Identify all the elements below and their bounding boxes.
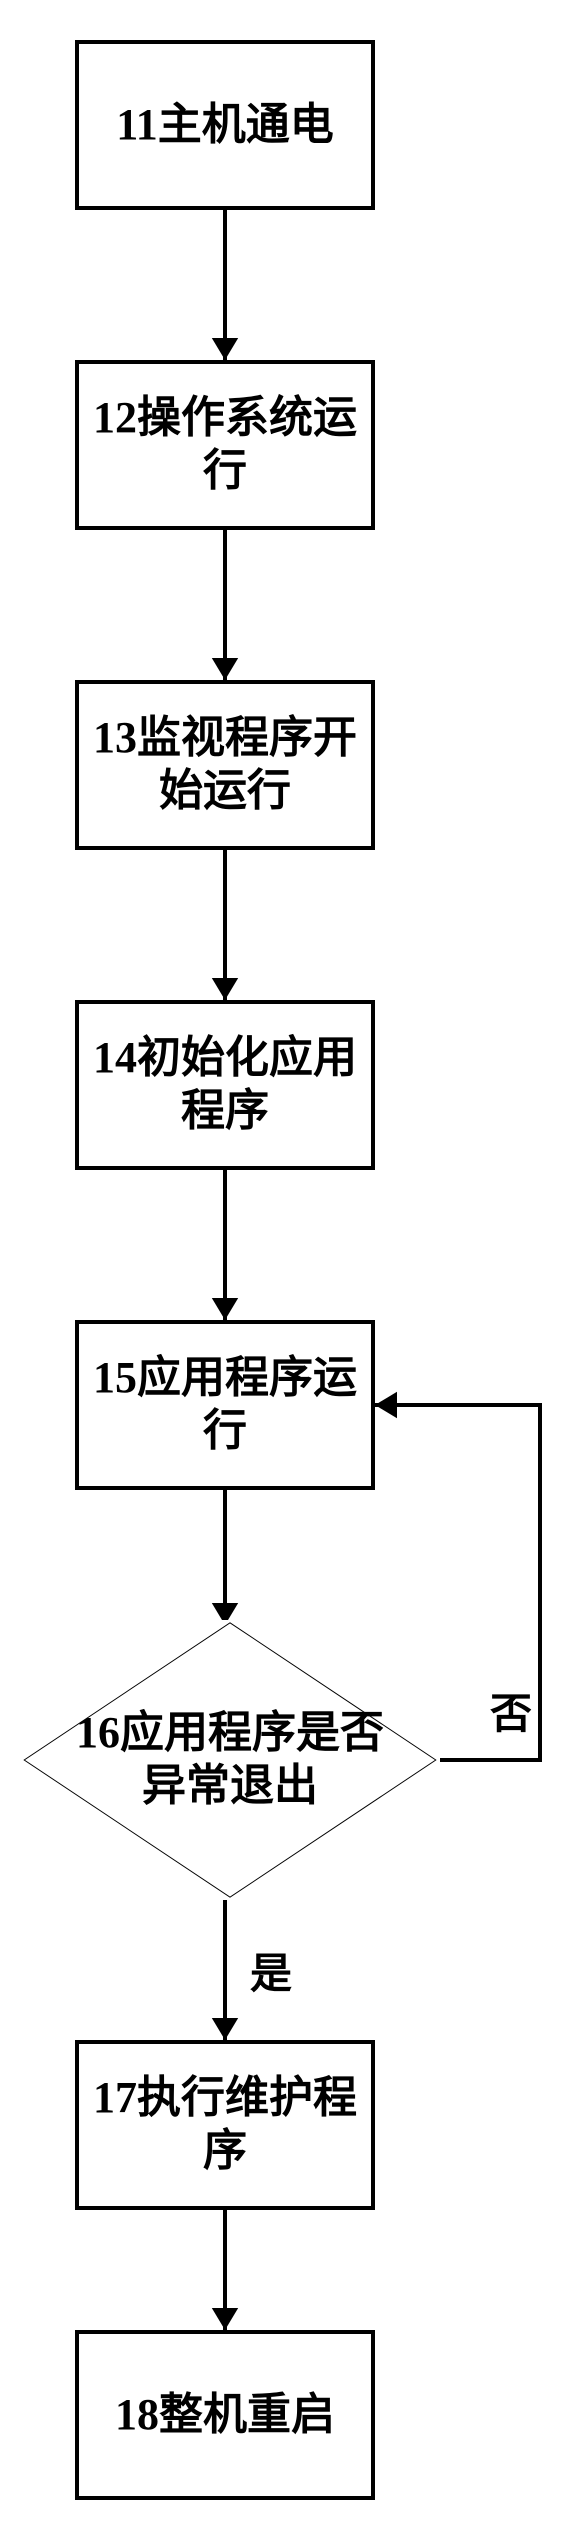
node-15-app-running: 15应用程序运行	[75, 1320, 375, 1490]
edge-label: 否	[490, 1680, 532, 1741]
edge-label: 是	[250, 1940, 292, 2001]
node-label: 17执行维护程序	[85, 2072, 365, 2178]
node-14-init-app: 14初始化应用程序	[75, 1000, 375, 1170]
node-label: 14初始化应用程序	[85, 1032, 365, 1138]
node-label: 15应用程序运行	[85, 1352, 365, 1458]
node-13-monitor-start: 13监视程序开始运行	[75, 680, 375, 850]
node-17-maintenance: 17执行维护程序	[75, 2040, 375, 2210]
node-label: 16应用程序是否异常退出	[60, 1707, 400, 1813]
node-label: 11主机通电	[116, 99, 334, 152]
node-label: 18整机重启	[115, 2389, 335, 2442]
node-16-decision-abnormal-exit: 16应用程序是否异常退出	[20, 1620, 440, 1900]
node-label: 13监视程序开始运行	[85, 712, 365, 818]
node-11-power-on: 11主机通电	[75, 40, 375, 210]
node-12-os-running: 12操作系统运行	[75, 360, 375, 530]
node-label: 12操作系统运行	[85, 392, 365, 498]
node-18-restart: 18整机重启	[75, 2330, 375, 2500]
flowchart-canvas: 11主机通电 12操作系统运行 13监视程序开始运行 14初始化应用程序 15应…	[0, 0, 584, 2522]
